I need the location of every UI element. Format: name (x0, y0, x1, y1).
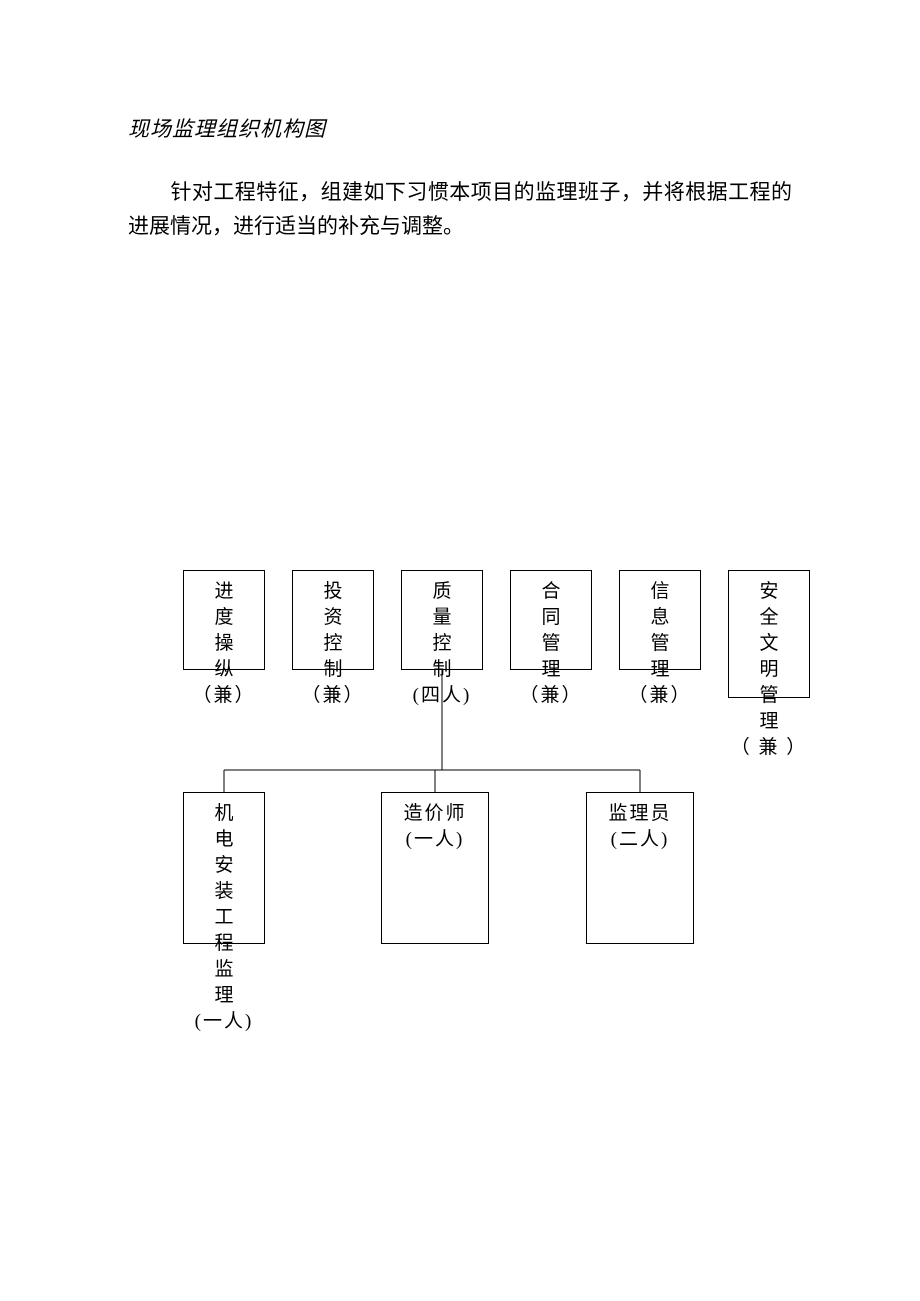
node-cost-engineer: 造价师(一人) (381, 792, 489, 944)
node-mech-supervisor: 机 电安 装工 程监 理(一人) (183, 792, 265, 944)
node-contract-mgmt: 合 同管 理（兼） (510, 570, 592, 670)
node-safety-mgmt: 安 全文 明管 理（ 兼 ） (728, 570, 810, 698)
node-info-mgmt: 信 息管 理（兼） (619, 570, 701, 670)
page: 现场监理组织机构图 针对工程特征，组建如下习惯本项目的监理班子，并将根据工程的进… (0, 0, 920, 1301)
page-title: 现场监理组织机构图 (128, 113, 326, 143)
intro-text: 针对工程特征，组建如下习惯本项目的监理班子，并将根据工程的进展情况，进行适当的补… (128, 180, 792, 238)
node-inspector: 监理员(二人) (586, 792, 694, 944)
node-investment-control: 投 资控 制（兼） (292, 570, 374, 670)
intro-paragraph: 针对工程特征，组建如下习惯本项目的监理班子，并将根据工程的进展情况，进行适当的补… (128, 175, 792, 243)
node-progress-control: 进 度操 纵（兼） (183, 570, 265, 670)
node-quality-control: 质 量控 制(四人) (401, 570, 483, 670)
